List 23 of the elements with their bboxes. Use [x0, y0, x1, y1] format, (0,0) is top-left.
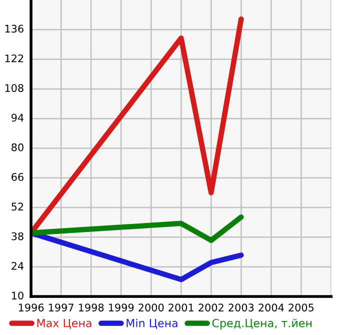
- x-tick-label: 2001: [168, 304, 194, 312]
- x-tick-label: 1997: [48, 304, 74, 312]
- y-tick-label: 94: [12, 114, 24, 122]
- y-tick-label: 24: [12, 262, 24, 270]
- x-tick-label: 2000: [138, 304, 164, 312]
- y-tick-label: 10: [12, 292, 24, 300]
- x-tick-label: 1996: [18, 304, 44, 312]
- y-tick-label: 108: [5, 84, 24, 92]
- y-tick-label: 122: [5, 54, 24, 62]
- legend-label: Max Цена: [37, 319, 92, 329]
- x-tick-label: 1998: [78, 304, 104, 312]
- y-tick-label: 66: [12, 173, 24, 181]
- legend-label: Сред.Цена, т.йен: [212, 318, 312, 330]
- y-tick-label: 136: [5, 24, 24, 33]
- x-tick-label: 2003: [228, 304, 254, 312]
- legend-label: Min Цена: [126, 318, 178, 329]
- x-tick-label: 2004: [258, 304, 284, 312]
- x-tick-label: 2005: [288, 304, 314, 312]
- y-tick-label: 52: [12, 202, 24, 211]
- x-tick-label: 1999: [108, 304, 134, 312]
- y-tick-label: 38: [12, 232, 24, 240]
- x-tick-label: 2002: [198, 304, 224, 312]
- y-tick-label: 80: [12, 143, 24, 152]
